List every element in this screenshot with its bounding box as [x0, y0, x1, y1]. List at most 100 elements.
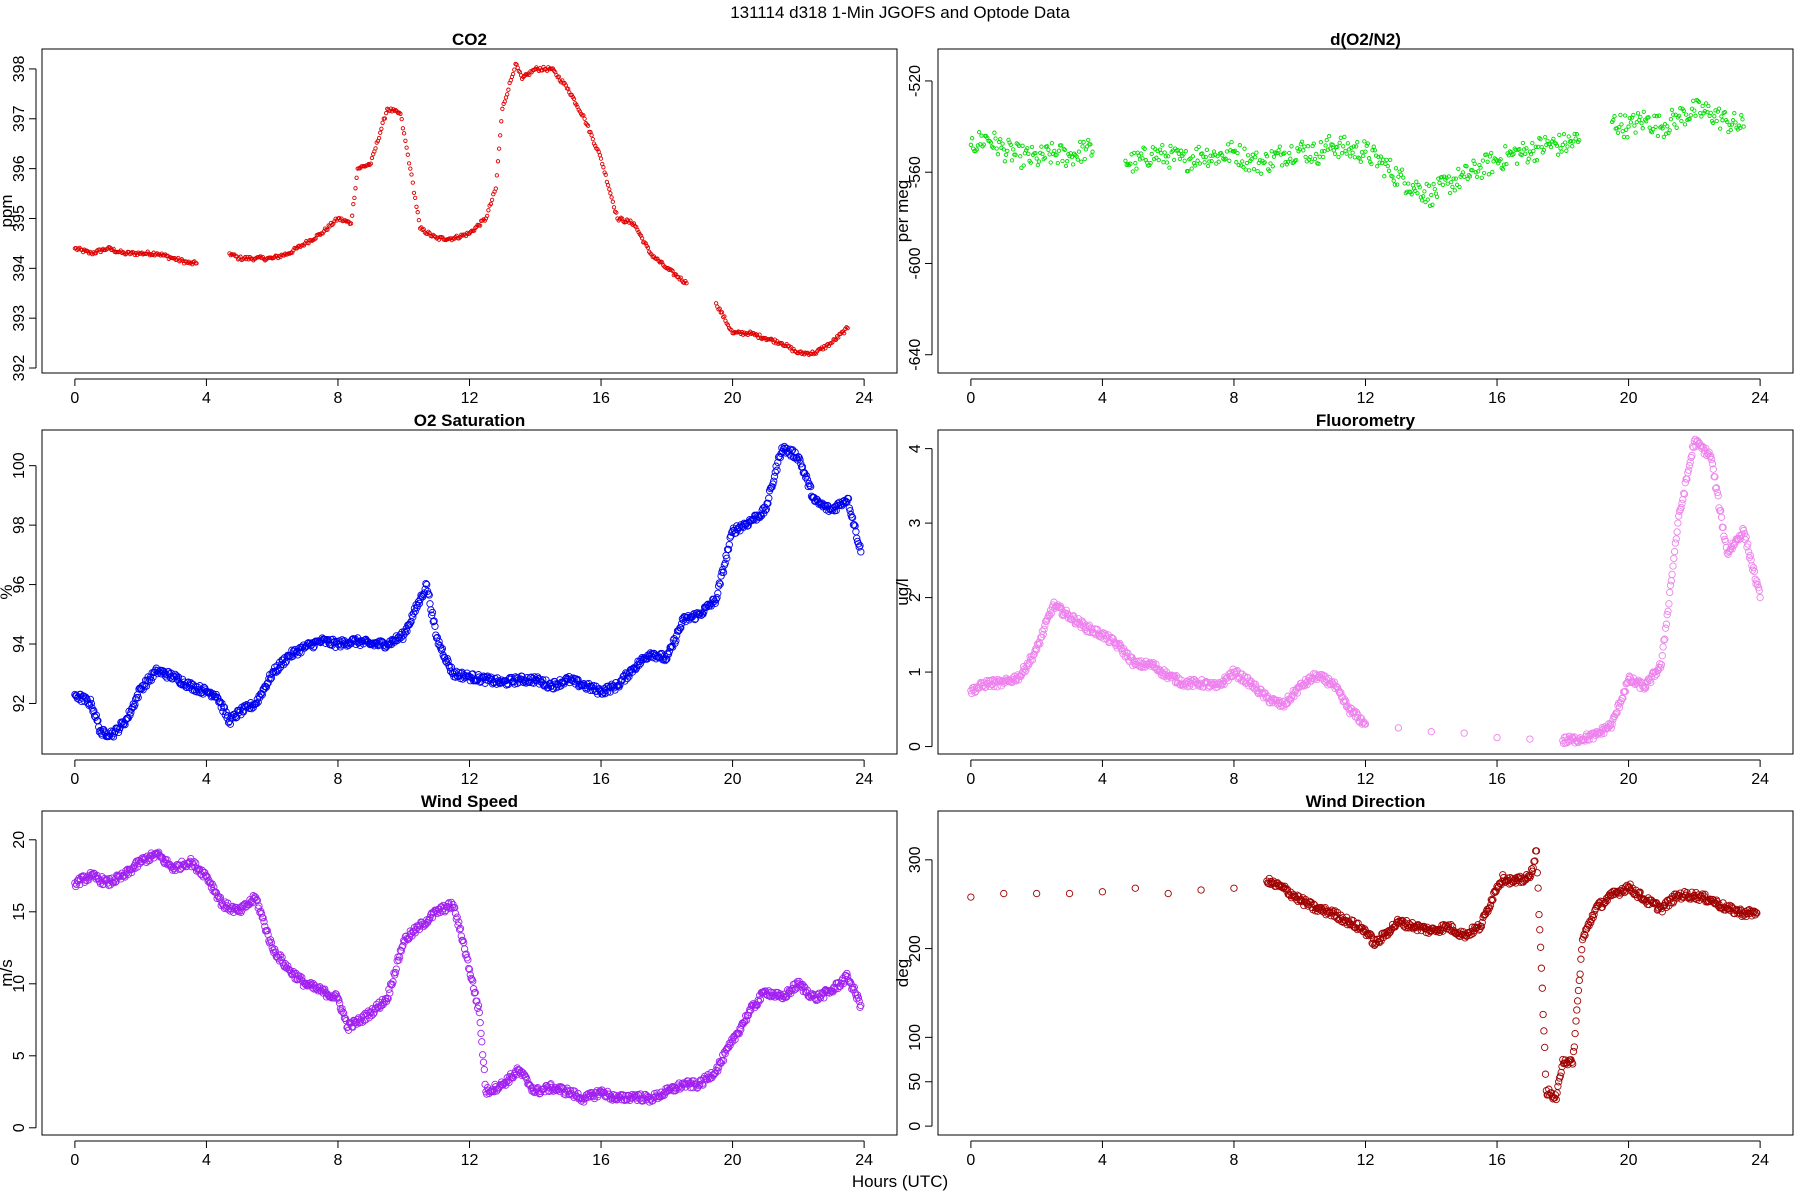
data-point: [1533, 869, 1541, 877]
data-point: [1623, 679, 1631, 687]
data-point: [1089, 153, 1094, 158]
data-point: [1626, 880, 1634, 888]
x-tick-label: 4: [202, 1152, 211, 1169]
data-point: [670, 268, 675, 274]
data-point: [625, 1091, 633, 1100]
data-point: [1712, 484, 1720, 493]
data-point: [1490, 169, 1495, 175]
data-point: [294, 645, 303, 653]
data-point: [799, 351, 805, 356]
data-point: [1647, 672, 1656, 681]
data-point: [1688, 451, 1696, 460]
data-point: [1287, 150, 1292, 156]
x-tick-label: 20: [1620, 1152, 1638, 1169]
data-point: [1564, 148, 1569, 153]
data-point: [405, 621, 413, 629]
figure-x-label: Hours (UTC): [852, 1172, 948, 1191]
data-point: [1249, 156, 1254, 162]
data-point: [1551, 136, 1556, 142]
data-point: [1344, 151, 1349, 156]
data-point: [253, 896, 262, 905]
data-point: [344, 640, 352, 648]
data-point: [975, 143, 981, 148]
data-point: [722, 314, 727, 319]
data-point: [1719, 114, 1724, 119]
y-tick-label: 394: [11, 255, 28, 282]
data-point: [1342, 134, 1347, 140]
data-point: [378, 638, 387, 646]
data-point: [802, 473, 810, 482]
data-point: [1445, 181, 1450, 186]
data-point: [1324, 137, 1329, 143]
y-axis-label: deg: [893, 959, 912, 987]
data-point: [1711, 473, 1719, 481]
data-point: [1255, 168, 1260, 174]
data-point: [1537, 964, 1546, 972]
data-point: [527, 72, 532, 78]
data-point: [397, 947, 405, 955]
data-point: [845, 325, 850, 331]
data-point: [1627, 115, 1632, 121]
panel-title: d(O2/N2): [1330, 30, 1401, 49]
data-point: [410, 180, 415, 185]
data-point: [1238, 670, 1246, 678]
data-point: [1700, 103, 1705, 109]
data-point: [1303, 154, 1308, 160]
data-point: [1657, 660, 1666, 669]
data-point: [1453, 176, 1459, 181]
data-point: [401, 629, 410, 637]
data-point: [1539, 144, 1544, 150]
data-point: [1527, 872, 1535, 880]
x-tick-label: 16: [1488, 1152, 1506, 1169]
data-point: [1572, 1017, 1580, 1025]
data-point: [1032, 645, 1040, 653]
data-point: [1002, 159, 1008, 164]
data-point: [716, 580, 724, 588]
data-point: [397, 633, 405, 642]
data-point: [1390, 174, 1395, 179]
data-point: [756, 995, 765, 1004]
data-point: [1540, 1027, 1548, 1035]
data-point: [1621, 687, 1629, 696]
data-point: [1564, 1057, 1573, 1066]
data-point: [222, 708, 230, 716]
data-point: [1425, 197, 1430, 202]
data-point: [580, 1098, 588, 1106]
data-point: [598, 156, 604, 161]
data-point: [426, 600, 434, 608]
data-point: [1664, 607, 1672, 615]
data-point: [574, 102, 579, 107]
data-point: [1473, 170, 1479, 175]
data-point: [1074, 618, 1082, 626]
x-tick-label: 4: [1098, 1152, 1107, 1169]
data-point: [395, 635, 404, 643]
data-point: [804, 482, 812, 491]
data-point: [1474, 174, 1480, 180]
data-point: [433, 633, 442, 642]
data-point: [1289, 144, 1294, 149]
data-point: [502, 1078, 511, 1086]
data-point: [1009, 158, 1015, 163]
data-point: [476, 1019, 484, 1027]
data-point: [1436, 176, 1441, 181]
data-point: [703, 601, 711, 609]
data-point: [1706, 103, 1711, 109]
y-tick-label: 397: [11, 105, 28, 132]
data-point: [1305, 144, 1311, 149]
data-point: [1372, 148, 1378, 153]
y-tick-label: 4: [907, 444, 924, 453]
data-point: [1263, 151, 1269, 157]
data-point: [1457, 184, 1462, 190]
data-point: [1384, 157, 1389, 163]
data-point: [1601, 899, 1609, 907]
data-point: [451, 903, 459, 912]
panel-title: Wind Direction: [1306, 792, 1426, 811]
data-point: [773, 466, 781, 474]
data-point: [1331, 907, 1339, 915]
data-point: [1385, 163, 1390, 169]
data-point: [525, 1080, 533, 1088]
data-point: [1204, 147, 1210, 152]
data-point: [764, 499, 772, 508]
